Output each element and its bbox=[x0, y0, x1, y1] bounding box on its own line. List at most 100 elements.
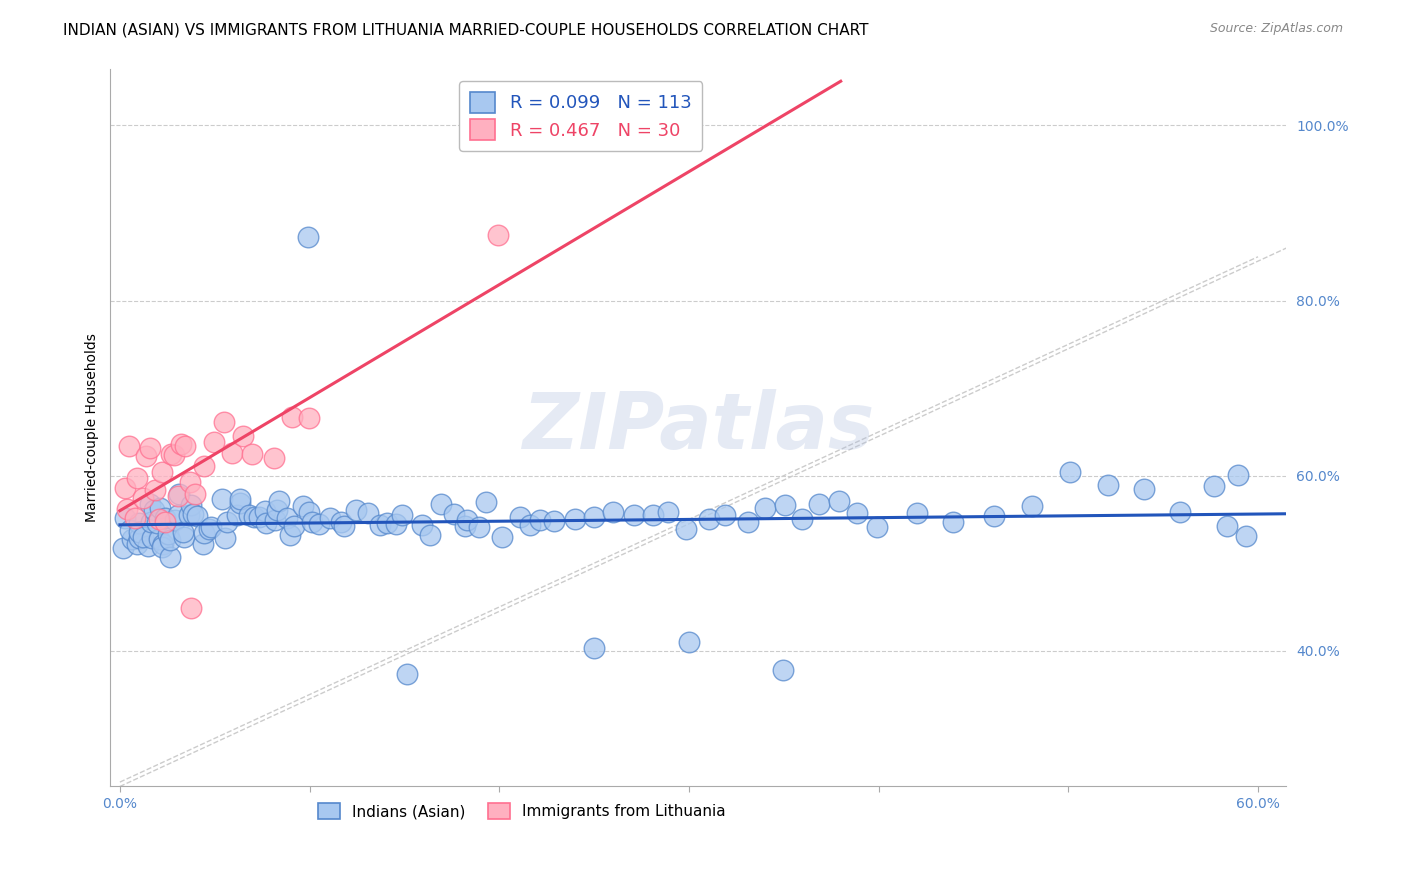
Point bbox=[1021, 499, 1043, 513]
Point bbox=[983, 509, 1005, 524]
Point bbox=[368, 518, 391, 533]
Point bbox=[1059, 465, 1081, 479]
Point bbox=[228, 496, 250, 510]
Point bbox=[714, 508, 737, 523]
Point bbox=[1204, 479, 1226, 493]
Point bbox=[138, 442, 160, 456]
Point bbox=[329, 515, 352, 529]
Point bbox=[1234, 529, 1257, 543]
Point bbox=[127, 471, 149, 485]
Legend: Indians (Asian), Immigrants from Lithuania: Indians (Asian), Immigrants from Lithuan… bbox=[312, 797, 731, 825]
Point bbox=[156, 527, 179, 541]
Point bbox=[132, 491, 155, 506]
Point bbox=[292, 500, 315, 514]
Point bbox=[905, 507, 928, 521]
Point bbox=[602, 505, 624, 519]
Point bbox=[200, 520, 222, 534]
Point bbox=[543, 514, 565, 528]
Point bbox=[179, 475, 201, 490]
Point bbox=[1215, 519, 1237, 533]
Point bbox=[139, 496, 162, 510]
Point bbox=[115, 501, 138, 516]
Point bbox=[136, 539, 159, 553]
Point bbox=[193, 458, 215, 473]
Point bbox=[152, 537, 174, 551]
Point bbox=[128, 525, 150, 540]
Point bbox=[232, 429, 254, 443]
Point bbox=[141, 516, 163, 530]
Point bbox=[475, 495, 498, 509]
Point bbox=[214, 531, 236, 545]
Point bbox=[114, 511, 136, 525]
Point bbox=[411, 518, 433, 533]
Point bbox=[269, 493, 291, 508]
Point bbox=[356, 506, 378, 520]
Text: ZIPatlas: ZIPatlas bbox=[522, 390, 875, 466]
Point bbox=[468, 520, 491, 534]
Point bbox=[276, 511, 298, 525]
Point bbox=[419, 527, 441, 541]
Point bbox=[148, 511, 170, 525]
Point bbox=[124, 510, 146, 524]
Point bbox=[846, 506, 869, 520]
Point bbox=[143, 503, 166, 517]
Point bbox=[509, 510, 531, 524]
Point bbox=[149, 501, 172, 516]
Point bbox=[266, 503, 288, 517]
Point bbox=[112, 541, 135, 555]
Point bbox=[118, 523, 141, 537]
Point bbox=[128, 516, 150, 530]
Point bbox=[790, 512, 813, 526]
Point bbox=[519, 518, 541, 533]
Point bbox=[153, 511, 176, 525]
Point bbox=[263, 450, 285, 465]
Point bbox=[298, 505, 321, 519]
Point bbox=[643, 508, 665, 522]
Point bbox=[1168, 505, 1191, 519]
Point bbox=[1097, 477, 1119, 491]
Point bbox=[772, 663, 794, 677]
Point bbox=[242, 509, 264, 524]
Point bbox=[678, 635, 700, 649]
Point bbox=[159, 447, 181, 461]
Point bbox=[242, 447, 264, 461]
Point bbox=[202, 435, 225, 450]
Point bbox=[135, 449, 157, 463]
Point bbox=[443, 508, 465, 522]
Point bbox=[172, 525, 194, 540]
Point bbox=[486, 228, 509, 243]
Point bbox=[344, 503, 367, 517]
Point bbox=[278, 528, 301, 542]
Point bbox=[583, 509, 606, 524]
Point bbox=[254, 516, 277, 530]
Point bbox=[773, 498, 796, 512]
Point bbox=[193, 537, 215, 551]
Point bbox=[529, 513, 551, 527]
Point bbox=[167, 489, 190, 503]
Point bbox=[159, 549, 181, 564]
Point bbox=[181, 507, 204, 521]
Point bbox=[247, 510, 270, 524]
Point bbox=[127, 537, 149, 551]
Point bbox=[114, 481, 136, 495]
Point bbox=[184, 487, 207, 501]
Point bbox=[121, 532, 143, 546]
Point bbox=[132, 529, 155, 543]
Point bbox=[193, 525, 215, 540]
Point bbox=[228, 492, 250, 507]
Point bbox=[170, 437, 193, 451]
Point bbox=[865, 520, 887, 534]
Point bbox=[173, 530, 195, 544]
Point bbox=[146, 516, 169, 530]
Point bbox=[155, 515, 177, 529]
Point bbox=[807, 497, 830, 511]
Point bbox=[395, 666, 418, 681]
Point bbox=[456, 513, 478, 527]
Point bbox=[198, 522, 221, 536]
Point bbox=[167, 508, 190, 523]
Point bbox=[214, 415, 236, 429]
Point bbox=[430, 497, 453, 511]
Point bbox=[564, 512, 586, 526]
Point bbox=[301, 515, 323, 529]
Point bbox=[186, 509, 208, 524]
